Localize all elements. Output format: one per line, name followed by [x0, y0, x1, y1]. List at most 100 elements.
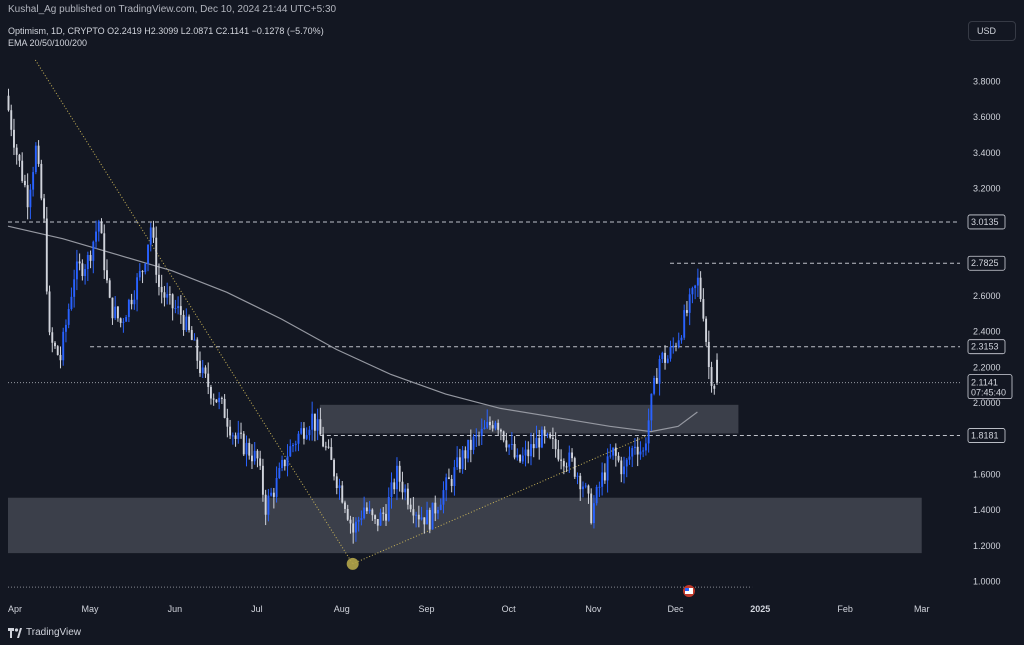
candle — [590, 488, 593, 525]
candle — [75, 249, 78, 291]
candle — [617, 452, 620, 463]
candle — [458, 448, 461, 473]
candle-body — [494, 422, 497, 429]
time-axis: Apr May Jun Jul Aug Sep Oct Nov Dec 2025 Feb Mar — [8, 604, 929, 614]
candle-body — [70, 296, 73, 310]
candle — [196, 337, 199, 369]
candle-body — [396, 465, 398, 490]
candle — [256, 449, 259, 468]
candle — [644, 437, 647, 456]
candle-body — [688, 294, 691, 313]
level-tag: 1.8181 — [967, 428, 1006, 443]
candle-body — [677, 340, 680, 347]
candle — [160, 274, 163, 304]
candle-body — [579, 475, 582, 490]
footer-bar — [0, 622, 1024, 645]
candle — [319, 407, 322, 435]
candle-body — [423, 517, 426, 525]
indicator-legend[interactable]: EMA 20/50/100/200 — [8, 38, 88, 48]
candle — [341, 481, 344, 504]
candle-body — [617, 455, 620, 461]
candle-body — [346, 508, 349, 520]
candle — [338, 478, 341, 500]
candle — [64, 319, 67, 343]
candle-body — [237, 432, 240, 439]
flag-icon-canton — [685, 588, 689, 591]
candle-body — [510, 443, 513, 445]
candle-body — [300, 428, 303, 434]
candle — [130, 293, 133, 310]
candle-body — [10, 110, 13, 130]
candle — [469, 429, 472, 463]
y-tick-label: 2.4000 — [973, 327, 1001, 337]
candle-body — [584, 485, 587, 487]
candle — [10, 104, 13, 137]
candle-body — [196, 339, 199, 361]
candle — [302, 422, 305, 445]
candle-body — [349, 519, 352, 524]
flag-icon[interactable] — [683, 585, 695, 597]
candle — [133, 290, 136, 310]
candle — [158, 263, 160, 296]
candle-body — [333, 459, 335, 477]
candle — [103, 224, 106, 279]
candle — [144, 262, 147, 275]
candle — [519, 454, 522, 464]
candle-body — [119, 318, 122, 323]
y-tick-label: 3.2000 — [973, 184, 1001, 194]
candle-body — [401, 481, 404, 493]
candle-body — [37, 145, 40, 164]
candle — [579, 472, 582, 501]
candle-body — [281, 459, 284, 469]
candle-body — [182, 314, 185, 331]
symbol-legend[interactable]: Optimism, 1D, CRYPTO O2.2419 H2.3099 L2.… — [8, 26, 324, 36]
candle — [152, 220, 155, 243]
candle — [530, 432, 532, 466]
candle-body — [705, 318, 708, 342]
candle-body — [48, 291, 51, 333]
candle — [437, 506, 439, 520]
candle — [450, 474, 453, 493]
ema-line-path — [7, 225, 698, 433]
candle — [231, 432, 234, 445]
candle-body — [562, 460, 565, 467]
candle — [396, 457, 398, 501]
candle-body — [428, 509, 431, 530]
support-resistance-zones — [8, 404, 922, 554]
candle-body — [565, 466, 568, 468]
candle-body — [527, 449, 530, 457]
candle — [371, 508, 374, 521]
candle-body — [13, 129, 15, 148]
candle — [434, 495, 437, 522]
candle-body — [480, 428, 483, 436]
candle-body — [234, 435, 237, 439]
candle-body — [352, 523, 355, 533]
x-tick-label: Mar — [914, 604, 930, 614]
candle — [557, 440, 560, 462]
candle — [365, 502, 368, 515]
candle-body — [152, 227, 155, 238]
level-tag: 3.0135 — [967, 214, 1006, 230]
candle — [401, 471, 404, 500]
candle-body — [497, 422, 500, 430]
candle — [480, 418, 483, 446]
candle — [573, 456, 576, 480]
candle-body — [264, 494, 267, 515]
candle-body — [308, 429, 311, 436]
candle-body — [658, 359, 661, 384]
candle — [15, 144, 18, 165]
candle-body — [571, 452, 573, 459]
candle — [513, 436, 516, 460]
candle — [669, 340, 672, 362]
candle-body — [344, 502, 346, 509]
candle-body — [64, 324, 67, 332]
candle — [571, 448, 573, 462]
candle — [650, 393, 653, 431]
candle-body — [278, 468, 281, 478]
currency-button[interactable]: USD — [968, 21, 1016, 41]
candle-body — [204, 367, 207, 374]
candle-body — [475, 435, 478, 437]
tradingview-brand[interactable]: TradingView — [8, 627, 81, 638]
y-tick-label: 2.6000 — [973, 291, 1001, 301]
